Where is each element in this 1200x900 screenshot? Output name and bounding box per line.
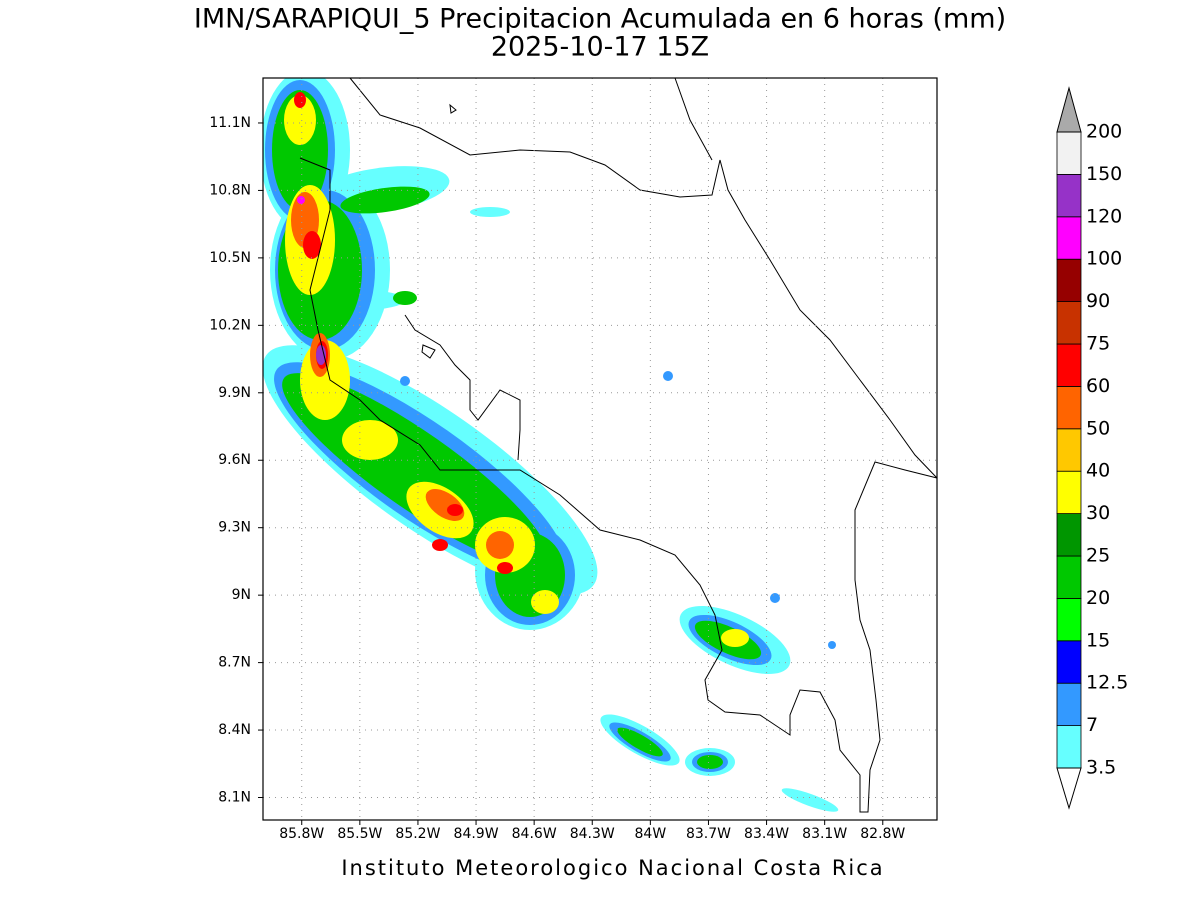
colorbar-label: 3.5 — [1086, 757, 1116, 779]
lon-label: 83.7W — [686, 826, 731, 842]
colorbar-label: 12.5 — [1086, 672, 1128, 694]
lon-label: 85.5W — [337, 826, 382, 842]
colorbar-segment — [1056, 301, 1082, 345]
colorbar-segment — [1056, 428, 1082, 472]
colorbar-segment — [1056, 555, 1082, 599]
colorbar-label: 40 — [1086, 460, 1110, 482]
colorbar-label: 50 — [1086, 417, 1110, 439]
colorbar-label: 30 — [1086, 502, 1110, 524]
lat-label: 9.3N — [218, 520, 251, 536]
colorbar-under — [1056, 767, 1082, 810]
lat-label: 8.1N — [218, 790, 251, 806]
colorbar-segment — [1056, 470, 1082, 515]
colorbar-label: 20 — [1086, 587, 1110, 609]
colorbar-label: 90 — [1086, 290, 1110, 312]
lon-label: 82.8W — [860, 826, 905, 842]
colorbar-segment — [1056, 173, 1082, 218]
colorbar-label: 75 — [1086, 333, 1110, 355]
colorbar-label: 60 — [1086, 375, 1110, 397]
lon-label: 84W — [635, 826, 667, 842]
lat-label: 9.6N — [218, 452, 251, 468]
lat-label: 9.9N — [218, 385, 251, 401]
colorbar-segment — [1056, 682, 1082, 727]
lat-label: 10.5N — [209, 250, 251, 266]
colorbar-segment — [1056, 725, 1082, 769]
lon-label: 85.2W — [395, 826, 440, 842]
lon-label: 84.3W — [570, 826, 615, 842]
title: IMN/SARAPIQUI_5 Precipitacion Acumulada … — [194, 4, 1006, 35]
graticule: 85.8W 85.5W 85.2W 84.9W 84.6W 84.3W 84W 83.7W 83… — [209, 78, 937, 842]
precipitation-field — [263, 78, 839, 812]
colorbar-segment — [1056, 131, 1082, 175]
subtitle: 2025-10-17 15Z — [491, 32, 709, 63]
lon-label: 83.1W — [802, 826, 847, 842]
lon-label: 84.9W — [454, 826, 499, 842]
lat-label: 8.7N — [218, 655, 251, 671]
lon-label: 84.6W — [512, 826, 557, 842]
colorbar-segment — [1056, 598, 1082, 642]
colorbar-over — [1056, 86, 1082, 133]
colorbar-label: 15 — [1086, 629, 1110, 651]
lon-label: 83.4W — [744, 826, 789, 842]
colorbar-label: 150 — [1086, 163, 1122, 185]
colorbar-label: 100 — [1086, 248, 1122, 270]
colorbar-label: 25 — [1086, 545, 1110, 567]
footer: Instituto Meteorologico Nacional Costa R… — [341, 856, 884, 880]
map-frame — [262, 77, 938, 821]
lat-label: 11.1N — [209, 115, 251, 131]
colorbar-label: 200 — [1086, 121, 1122, 143]
colorbar-segment — [1056, 385, 1082, 430]
coastlines — [299, 77, 938, 813]
lat-label: 9N — [232, 587, 251, 603]
colorbar: 3.5 7 12.5 15 20 25 30 40 50 60 75 90 100 120 150 200 — [1056, 86, 1128, 810]
colorbar-segment — [1056, 513, 1082, 557]
colorbar-segment — [1056, 258, 1082, 303]
colorbar-label: 120 — [1086, 205, 1122, 227]
lat-label: 10.8N — [209, 182, 251, 198]
lat-label: 10.2N — [209, 317, 251, 333]
colorbar-segment — [1056, 216, 1082, 260]
colorbar-segment — [1056, 640, 1082, 684]
colorbar-label: 7 — [1086, 714, 1098, 736]
lat-label: 8.4N — [218, 722, 251, 738]
colorbar-segment — [1056, 343, 1082, 387]
lon-label: 85.8W — [279, 826, 324, 842]
